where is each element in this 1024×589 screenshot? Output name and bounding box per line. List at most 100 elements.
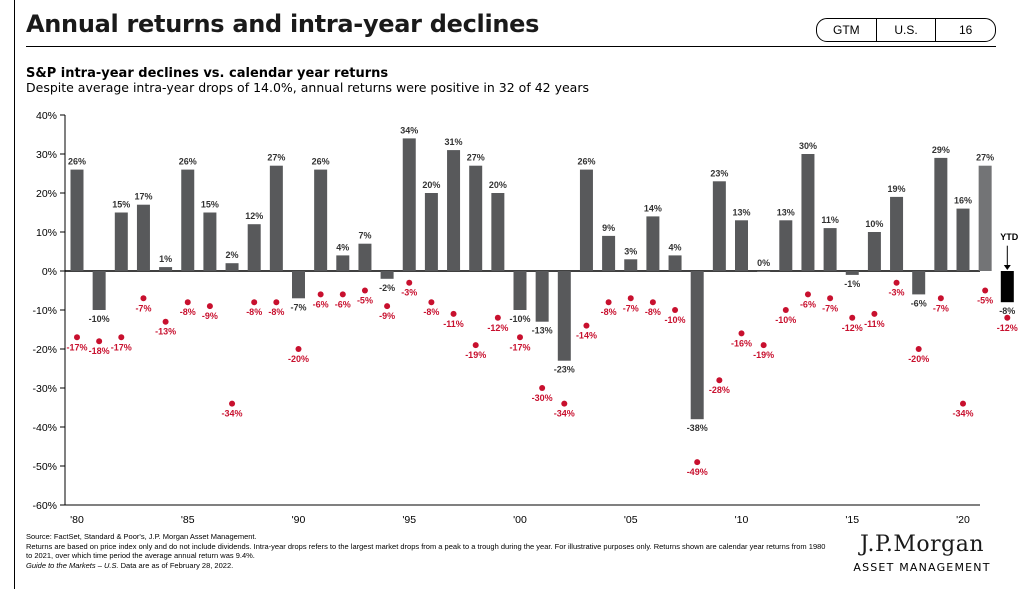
annual-return-bar: [247, 224, 261, 271]
intra-year-decline-label: -14%: [576, 331, 597, 341]
intra-year-decline-point: [738, 330, 745, 337]
x-tick-label: '20: [956, 514, 970, 526]
intra-year-decline-label: -8%: [268, 307, 284, 317]
annual-return-bar: [867, 232, 881, 271]
annual-return-bar: [447, 150, 461, 271]
intra-year-decline-point: [561, 400, 568, 407]
annual-return-bar: [292, 271, 305, 299]
intra-year-decline-point: [1004, 314, 1011, 321]
intra-year-decline-point: [118, 334, 125, 341]
guide-tags: GTM U.S. 16: [816, 18, 996, 42]
intra-year-decline-point: [450, 310, 457, 317]
intra-year-decline-label: -5%: [357, 296, 373, 306]
intra-year-decline-label: -8%: [423, 307, 439, 317]
annual-return-label: 3%: [624, 246, 637, 256]
intra-year-decline-point: [893, 279, 900, 286]
intra-year-decline-point: [384, 303, 391, 310]
intra-year-decline-label: -28%: [709, 385, 730, 395]
left-border-rule: [14, 0, 15, 589]
annual-return-label: 27%: [267, 153, 285, 163]
annual-return-bar: [92, 271, 106, 310]
intra-year-decline-label: -19%: [465, 350, 486, 360]
intra-year-decline-label: -30%: [532, 393, 553, 403]
intra-year-decline-point: [849, 314, 856, 321]
annual-return-label: 26%: [68, 157, 86, 167]
intra-year-decline-point: [273, 299, 280, 306]
annual-return-bar: [1000, 271, 1014, 303]
intra-year-decline-point: [339, 291, 346, 298]
annual-return-label: 12%: [245, 211, 263, 221]
intra-year-decline-point: [827, 295, 834, 302]
intra-year-decline-label: -5%: [977, 296, 993, 306]
annual-return-label: 26%: [179, 157, 197, 167]
x-tick-label: '80: [70, 514, 84, 526]
annual-return-label: -10%: [509, 314, 530, 324]
x-tick-label: '15: [845, 514, 859, 526]
intra-year-decline-point: [982, 287, 989, 294]
intra-year-decline-point: [317, 291, 324, 298]
intra-year-decline-label: -20%: [908, 354, 929, 364]
annual-return-bar: [380, 271, 394, 279]
annual-return-bar: [757, 271, 771, 272]
annual-return-bar: [469, 165, 483, 271]
logo-wordmark: J.P.Morgan: [859, 532, 985, 557]
x-tick-label: '90: [292, 514, 306, 526]
y-tick-label: -60%: [32, 500, 57, 512]
y-tick-label: 0%: [42, 266, 57, 278]
annual-return-label: -7%: [290, 302, 306, 312]
intra-year-decline-point: [694, 459, 701, 466]
annual-return-label: 10%: [865, 219, 883, 229]
annual-return-bar: [624, 259, 638, 271]
intra-year-decline-label: -34%: [222, 409, 243, 419]
intra-year-decline-point: [760, 342, 767, 349]
intra-year-decline-point: [74, 334, 80, 341]
annual-return-label: -1%: [844, 279, 860, 289]
tag-page-number: 16: [959, 23, 973, 37]
annual-return-label: 11%: [821, 215, 839, 225]
intra-year-decline-point: [871, 310, 878, 317]
intra-year-decline-label: -17%: [111, 342, 132, 352]
title-divider: [26, 46, 996, 47]
intra-year-decline-label: -7%: [822, 303, 838, 313]
annual-return-bar: [402, 138, 416, 271]
intra-year-decline-point: [672, 307, 679, 313]
intra-year-decline-point: [782, 307, 789, 313]
annual-return-label: 2%: [226, 250, 239, 260]
footnote-guide-date: Data are as of February 28, 2022.: [118, 560, 234, 570]
y-tick-label: -20%: [32, 344, 57, 356]
annual-return-bar: [845, 271, 859, 275]
intra-year-decline-label: -34%: [554, 409, 575, 419]
annual-return-label: -23%: [554, 365, 575, 375]
intra-year-decline-label: -7%: [623, 303, 639, 313]
intra-year-decline-point: [804, 291, 811, 298]
intra-year-decline-label: -3%: [889, 288, 905, 298]
annual-return-label: 13%: [777, 207, 795, 217]
annual-return-label: 30%: [799, 141, 817, 151]
intra-year-decline-label: -12%: [842, 323, 863, 333]
intra-year-decline-point: [251, 299, 258, 306]
intra-year-decline-label: -6%: [313, 299, 329, 309]
annual-return-label: 19%: [888, 184, 906, 194]
annual-return-label: 1%: [159, 254, 172, 264]
annual-return-label: -8%: [999, 306, 1015, 316]
intra-year-decline-label: -8%: [601, 307, 617, 317]
y-tick-label: -30%: [32, 383, 57, 395]
annual-return-label: 27%: [976, 153, 994, 163]
annual-return-bar: [690, 271, 704, 420]
annual-return-label: 29%: [932, 145, 950, 155]
intra-year-decline-point: [428, 299, 435, 306]
chart-subtitle: Despite average intra-year drops of 14.0…: [26, 80, 589, 95]
intra-year-decline-point: [472, 342, 479, 349]
annual-return-label: -10%: [89, 314, 110, 324]
page-title: Annual returns and intra-year declines: [26, 10, 540, 38]
annual-return-bar: [934, 157, 948, 271]
intra-year-decline-label: -10%: [665, 315, 686, 325]
intra-year-decline-label: -11%: [864, 319, 885, 329]
intra-year-decline-label: -9%: [379, 311, 395, 321]
intra-year-decline-point: [716, 377, 723, 384]
intra-year-decline-point: [406, 279, 413, 286]
intra-year-decline-label: -17%: [509, 342, 530, 352]
footnote-guide: Guide to the Markets – U.S. Data are as …: [26, 561, 826, 571]
y-tick-label: -50%: [32, 461, 57, 473]
